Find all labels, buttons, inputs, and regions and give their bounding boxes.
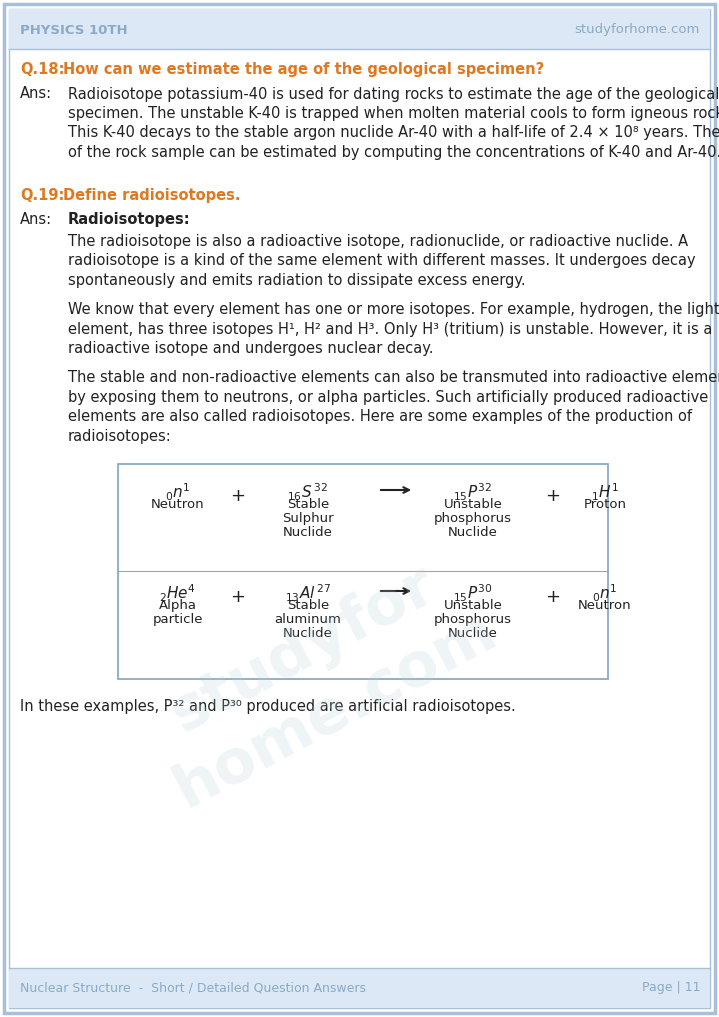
Text: element, has three isotopes H¹, H² and H³. Only H³ (tritium) is unstable. Howeve: element, has three isotopes H¹, H² and H… (68, 321, 713, 337)
Text: +: + (546, 487, 561, 505)
Text: $_0n^1$: $_0n^1$ (592, 583, 618, 604)
Text: spontaneously and emits radiation to dissipate excess energy.: spontaneously and emits radiation to dis… (68, 273, 526, 288)
Text: Q.19:: Q.19: (20, 188, 65, 203)
Text: +: + (231, 487, 245, 505)
Text: PHYSICS 10TH: PHYSICS 10TH (20, 23, 128, 37)
Text: The radioisotope is also a radioactive isotope, radionuclide, or radioactive nuc: The radioisotope is also a radioactive i… (68, 234, 688, 249)
Text: In these examples, P³² and P³⁰ produced are artificial radioisotopes.: In these examples, P³² and P³⁰ produced … (20, 699, 516, 714)
Text: studyforhome.com: studyforhome.com (574, 23, 700, 37)
Text: particle: particle (152, 613, 203, 626)
Text: radioisotope is a kind of the same element with different masses. It undergoes d: radioisotope is a kind of the same eleme… (68, 253, 695, 268)
Text: $_2He^4$: $_2He^4$ (160, 583, 196, 604)
Text: $_{15}P^{30}$: $_{15}P^{30}$ (453, 583, 493, 604)
Text: Nuclide: Nuclide (283, 627, 333, 640)
Text: Radioisotope potassium-40 is used for dating rocks to estimate the age of the ge: Radioisotope potassium-40 is used for da… (68, 86, 719, 102)
Text: Radioisotopes:: Radioisotopes: (68, 213, 191, 228)
Text: +: + (546, 588, 561, 606)
Polygon shape (4, 4, 715, 1013)
Text: studyfor
home.com: studyfor home.com (133, 540, 507, 820)
Text: Alpha: Alpha (159, 599, 197, 612)
Text: Page | 11: Page | 11 (641, 981, 700, 995)
Text: specimen. The unstable K-40 is trapped when molten material cools to form igneou: specimen. The unstable K-40 is trapped w… (68, 106, 719, 121)
Text: Nuclear Structure  -  Short / Detailed Question Answers: Nuclear Structure - Short / Detailed Que… (20, 981, 366, 995)
Text: radioactive isotope and undergoes nuclear decay.: radioactive isotope and undergoes nuclea… (68, 341, 434, 356)
Text: $_{16}S^{\,32}$: $_{16}S^{\,32}$ (288, 482, 329, 503)
Text: Nuclide: Nuclide (448, 526, 498, 539)
FancyBboxPatch shape (9, 9, 710, 49)
Text: phosphorus: phosphorus (434, 512, 512, 525)
Text: $_{15}P^{32}$: $_{15}P^{32}$ (454, 482, 493, 503)
Text: by exposing them to neutrons, or alpha particles. Such artificially produced rad: by exposing them to neutrons, or alpha p… (68, 390, 708, 405)
Text: Unstable: Unstable (444, 498, 503, 511)
Text: Sulphur: Sulphur (282, 512, 334, 525)
Text: We know that every element has one or more isotopes. For example, hydrogen, the : We know that every element has one or mo… (68, 302, 719, 317)
Text: Nuclide: Nuclide (283, 526, 333, 539)
Text: This K-40 decays to the stable argon nuclide Ar-40 with a half-life of 2.4 × 10⁸: This K-40 decays to the stable argon nuc… (68, 125, 719, 140)
Text: phosphorus: phosphorus (434, 613, 512, 626)
Text: $_1H^1$: $_1H^1$ (591, 482, 619, 503)
Text: Stable: Stable (287, 498, 329, 511)
Text: Proton: Proton (584, 498, 626, 511)
Text: $_{13}Al^{\,27}$: $_{13}Al^{\,27}$ (285, 583, 331, 604)
Text: How can we estimate the age of the geological specimen?: How can we estimate the age of the geolo… (63, 62, 544, 77)
Text: elements are also called radioisotopes. Here are some examples of the production: elements are also called radioisotopes. … (68, 410, 692, 424)
Text: aluminum: aluminum (275, 613, 342, 626)
Text: Stable: Stable (287, 599, 329, 612)
FancyBboxPatch shape (9, 968, 710, 1008)
Text: of the rock sample can be estimated by computing the concentrations of K-40 and : of the rock sample can be estimated by c… (68, 145, 719, 160)
Text: Q.18:: Q.18: (20, 62, 65, 77)
Text: +: + (231, 588, 245, 606)
Text: Ans:: Ans: (20, 86, 52, 102)
Text: radioisotopes:: radioisotopes: (68, 429, 172, 443)
Text: $_0n^1$: $_0n^1$ (165, 482, 191, 503)
Text: Neutron: Neutron (578, 599, 632, 612)
Text: Unstable: Unstable (444, 599, 503, 612)
Text: Neutron: Neutron (151, 498, 205, 511)
Text: Nuclide: Nuclide (448, 627, 498, 640)
FancyBboxPatch shape (118, 464, 608, 679)
Text: Ans:: Ans: (20, 213, 52, 228)
Text: Define radioisotopes.: Define radioisotopes. (63, 188, 240, 203)
Text: The stable and non-radioactive elements can also be transmuted into radioactive : The stable and non-radioactive elements … (68, 370, 719, 385)
